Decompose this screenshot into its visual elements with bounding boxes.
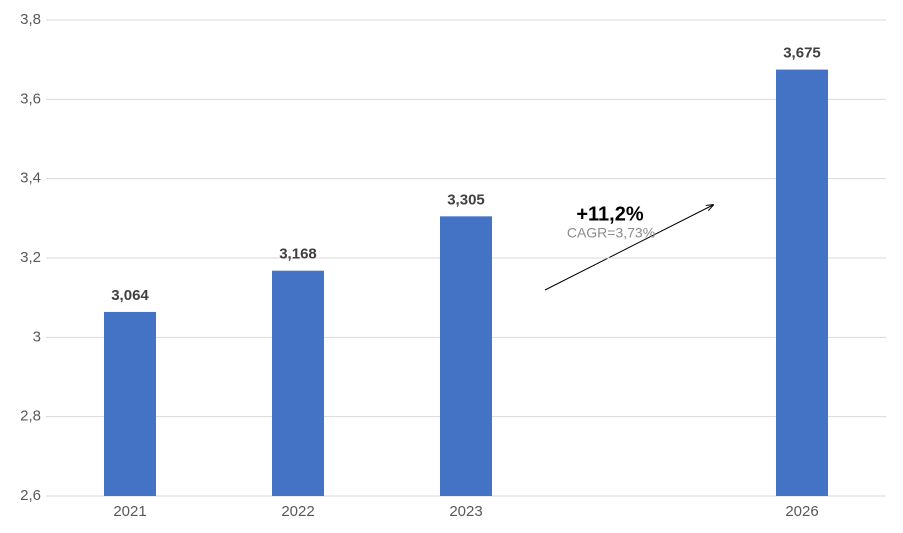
value-label: 3,675 (783, 45, 821, 62)
y-tick-label: 2,8 (20, 408, 41, 425)
growth-label: +11,2% (576, 203, 644, 225)
value-label: 3,168 (279, 246, 317, 263)
cagr-label: CAGR=3,73% (567, 225, 655, 241)
growth-arrow (544, 205, 713, 291)
x-tick-label: 2023 (449, 503, 482, 520)
y-tick-label: 3,2 (20, 249, 41, 266)
bar (104, 311, 156, 496)
value-label: 3,064 (111, 287, 149, 304)
bar (776, 69, 828, 496)
x-tick-label: 2021 (113, 503, 146, 520)
y-tick-label: 3,4 (20, 170, 41, 187)
y-tick-label: 2,6 (20, 487, 41, 504)
x-tick-label: 2026 (785, 503, 818, 520)
y-tick-label: 3 (33, 328, 41, 345)
x-tick-label: 2022 (281, 503, 314, 520)
y-tick-label: 3,8 (20, 11, 41, 28)
bar (272, 270, 324, 496)
y-tick-label: 3,6 (20, 90, 41, 107)
bar (440, 216, 492, 496)
value-label: 3,305 (447, 191, 485, 208)
